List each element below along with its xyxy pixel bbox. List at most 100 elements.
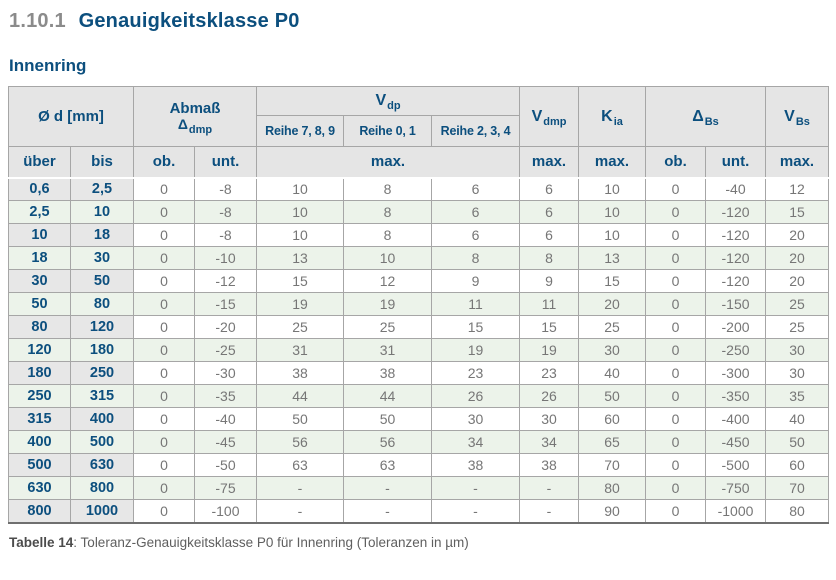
tolerance-value-cell: -15 xyxy=(194,292,257,316)
header-row-groups: Ø d [mm] Abmaß Δdmp Vdp Vdmp Kia ΔBs VBs xyxy=(8,86,830,147)
size-range-cell: 80 xyxy=(8,315,71,339)
tolerance-value-cell: 10 xyxy=(578,176,647,201)
table-row: 500 630 0 -50 63 63 38 38 70 0 -500 60 xyxy=(8,453,830,477)
tolerance-value-cell: 56 xyxy=(343,430,432,454)
col-header-bis: bis xyxy=(70,146,134,178)
tolerance-value-cell: -8 xyxy=(194,176,257,201)
tolerance-value-cell: 0 xyxy=(645,269,707,293)
col-header-unt-1: unt. xyxy=(194,146,257,178)
abmass-label: Abmaß xyxy=(169,99,221,117)
tolerance-value-cell: 8 xyxy=(343,176,432,201)
table-row: 180 250 0 -30 38 38 23 23 40 0 -300 30 xyxy=(8,361,830,385)
col-header-abmass: Abmaß Δdmp xyxy=(133,86,257,147)
table-row: 120 180 0 -25 31 31 19 19 30 0 -250 30 xyxy=(8,338,830,362)
tolerance-value-cell: 30 xyxy=(578,338,647,362)
col-header-unt-2: unt. xyxy=(705,146,767,178)
tolerance-value-cell: 40 xyxy=(578,361,647,385)
tolerance-value-cell: - xyxy=(343,476,432,500)
tolerance-value-cell: 38 xyxy=(430,453,521,477)
size-range-cell: 500 xyxy=(8,453,71,477)
tolerance-value-cell: -120 xyxy=(705,269,767,293)
table-caption: Tabelle 14: Toleranz-Genauigkeitsklasse … xyxy=(9,534,836,551)
tolerance-value-cell: -200 xyxy=(705,315,767,339)
tolerance-value-cell: -100 xyxy=(194,499,257,523)
tolerance-value-cell: 20 xyxy=(578,292,647,316)
tolerance-value-cell: - xyxy=(519,499,580,523)
tolerance-value-cell: 70 xyxy=(765,476,830,500)
tolerance-value-cell: 0 xyxy=(645,338,707,362)
tolerance-value-cell: 60 xyxy=(578,407,647,431)
tolerance-value-cell: -35 xyxy=(194,384,257,408)
tolerance-value-cell: -75 xyxy=(194,476,257,500)
tolerance-value-cell: 20 xyxy=(765,269,830,293)
tolerance-value-cell: 25 xyxy=(256,315,344,339)
size-range-cell: 10 xyxy=(70,200,134,224)
section-title: Genauigkeitsklasse P0 xyxy=(78,10,300,32)
tolerance-value-cell: 56 xyxy=(256,430,344,454)
dbs-symbol: Δ xyxy=(692,107,704,125)
tolerance-value-cell: 0 xyxy=(645,292,707,316)
tolerance-value-cell: 35 xyxy=(765,384,830,408)
tolerance-value-cell: 60 xyxy=(765,453,830,477)
table-row: 630 800 0 -75- - - -80 0 -750 70 xyxy=(8,476,830,500)
tolerance-value-cell: -250 xyxy=(705,338,767,362)
vbs-symbol: V xyxy=(784,107,795,125)
tolerance-value-cell: -450 xyxy=(705,430,767,454)
tolerance-value-cell: 30 xyxy=(765,361,830,385)
size-range-cell: 18 xyxy=(70,223,134,247)
tolerance-value-cell: 65 xyxy=(578,430,647,454)
tolerance-value-cell: 15 xyxy=(430,315,521,339)
vdp-symbol: V xyxy=(375,92,387,109)
col-header-max-vdmp: max. xyxy=(519,146,580,178)
tolerance-value-cell: 25 xyxy=(343,315,432,339)
col-header-diameter: Ø d [mm] xyxy=(8,86,134,147)
tolerance-value-cell: 6 xyxy=(519,223,580,247)
tolerance-value-cell: -45 xyxy=(194,430,257,454)
section-number: 1.10.1 xyxy=(9,10,66,32)
size-range-cell: 400 xyxy=(70,407,134,431)
tolerance-value-cell: 0 xyxy=(133,246,195,270)
tolerance-value-cell: 0 xyxy=(645,246,707,270)
tolerance-value-cell: 10 xyxy=(256,200,344,224)
tolerance-value-cell: 10 xyxy=(578,223,647,247)
tolerance-value-cell: 8 xyxy=(430,246,521,270)
col-header-ueber: über xyxy=(8,146,71,178)
tolerance-value-cell: 0 xyxy=(645,407,707,431)
size-range-cell: 500 xyxy=(70,430,134,454)
tolerance-value-cell: 8 xyxy=(343,223,432,247)
table-header: Ø d [mm] Abmaß Δdmp Vdp Vdmp Kia ΔBs VBs… xyxy=(8,86,830,178)
tolerance-value-cell: 20 xyxy=(765,246,830,270)
diameter-label: Ø d [mm] xyxy=(38,108,104,125)
size-range-cell: 80 xyxy=(70,292,134,316)
caption-label: Tabelle 14 xyxy=(9,534,74,550)
tolerance-value-cell: 11 xyxy=(519,292,580,316)
size-range-cell: 2,5 xyxy=(70,176,134,201)
tolerance-value-cell: 50 xyxy=(578,384,647,408)
tolerance-value-cell: 0 xyxy=(645,453,707,477)
kia-subscript: ia xyxy=(613,115,623,128)
table-row: 50 80 0 -15 19 19 11 11 20 0 -150 25 xyxy=(8,292,830,316)
tolerance-value-cell: 0 xyxy=(645,223,707,247)
tolerance-value-cell: 15 xyxy=(765,200,830,224)
size-range-cell: 120 xyxy=(70,315,134,339)
tolerance-value-cell: 80 xyxy=(765,499,830,523)
tolerance-value-cell: - xyxy=(343,499,432,523)
table-row: 400 500 0 -45 56 56 34 34 65 0 -450 50 xyxy=(8,430,830,454)
size-range-cell: 180 xyxy=(70,338,134,362)
size-range-cell: 180 xyxy=(8,361,71,385)
tolerance-value-cell: 30 xyxy=(519,407,580,431)
tolerance-value-cell: -40 xyxy=(705,176,767,201)
tolerance-value-cell: 19 xyxy=(256,292,344,316)
size-range-cell: 10 xyxy=(8,223,71,247)
tolerance-value-cell: 0 xyxy=(133,223,195,247)
kia-symbol: K xyxy=(601,107,613,125)
tolerance-value-cell: - xyxy=(256,499,344,523)
tolerance-value-cell: 0 xyxy=(645,476,707,500)
tolerance-value-cell: 8 xyxy=(519,246,580,270)
size-range-cell: 30 xyxy=(8,269,71,293)
table-row: 30 50 0 -12 15 12 9 9 15 0 -120 20 xyxy=(8,269,830,293)
tolerance-value-cell: 13 xyxy=(256,246,344,270)
section-heading: 1.10.1 Genauigkeitsklasse P0 xyxy=(9,9,836,34)
col-header-vdp: Vdp xyxy=(255,86,521,116)
col-header-ob-1: ob. xyxy=(133,146,195,178)
